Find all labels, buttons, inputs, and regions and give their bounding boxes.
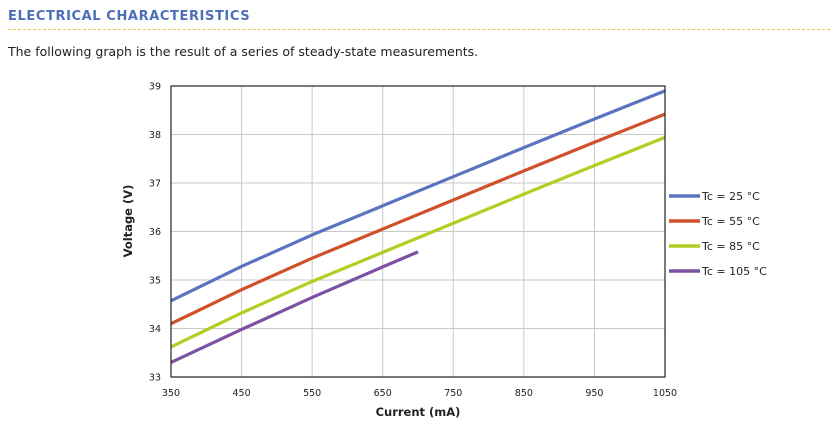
x-tick-label: 850 [515, 388, 533, 399]
series-line-4 [170, 250, 419, 364]
intro-text: The following graph is the result of a s… [8, 44, 479, 59]
series-line-2 [170, 112, 666, 326]
legend-label: Tc = 25 °C [701, 190, 760, 203]
legend: Tc = 25 °C Tc = 55 °C Tc = 85 °C Tc = 105 °… [669, 190, 767, 278]
section-divider [8, 29, 830, 30]
series-lines [170, 89, 666, 364]
section-title: ELECTRICAL CHARACTERISTICS [8, 9, 251, 24]
tick-labels: 350 450 550 650 750 850 950 1050 33 34 35 36 37 38 39 [149, 82, 677, 400]
series-line-3 [170, 135, 666, 349]
y-tick-label: 33 [149, 373, 161, 384]
legend-label: Tc = 105 °C [701, 265, 767, 278]
y-axis-title: Voltage (V) [121, 185, 135, 258]
plot-frame [170, 85, 666, 378]
series-line-1 [170, 89, 666, 303]
x-tick-label: 450 [233, 388, 251, 399]
legend-item: Tc = 55 °C [669, 215, 760, 228]
y-tick-label: 39 [149, 82, 161, 93]
y-tick-label: 36 [149, 227, 161, 238]
legend-item: Tc = 105 °C [669, 265, 767, 278]
legend-item: Tc = 85 °C [669, 240, 760, 253]
x-tick-label: 650 [374, 388, 392, 399]
x-tick-label: 750 [444, 388, 462, 399]
grid-lines [171, 86, 665, 377]
legend-label: Tc = 55 °C [701, 215, 760, 228]
legend-item: Tc = 25 °C [669, 190, 760, 203]
x-tick-label: 550 [303, 388, 321, 399]
y-tick-label: 37 [149, 179, 161, 190]
y-tick-label: 34 [149, 324, 161, 335]
y-tick-label: 35 [149, 276, 161, 287]
legend-label: Tc = 85 °C [701, 240, 760, 253]
x-tick-label: 350 [162, 388, 180, 399]
x-tick-label: 1050 [653, 388, 677, 399]
y-tick-label: 38 [149, 130, 161, 141]
x-tick-label: 950 [585, 388, 603, 399]
x-axis-title: Current (mA) [376, 405, 461, 419]
